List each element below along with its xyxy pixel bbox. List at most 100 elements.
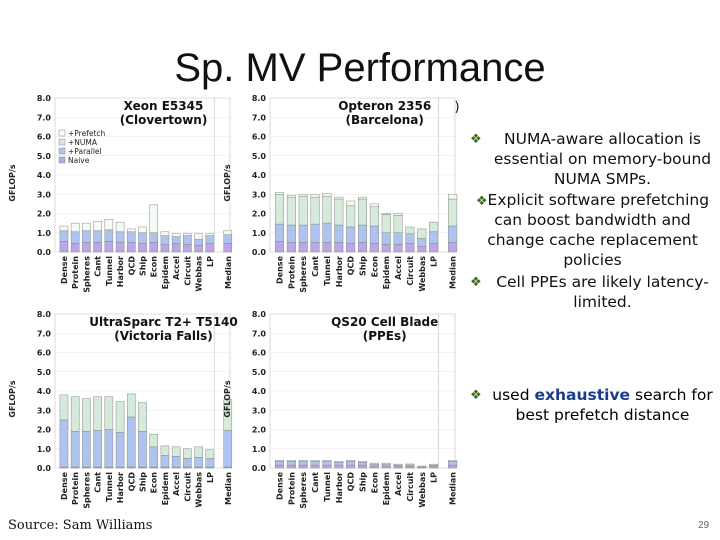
x-tick-label: Accel xyxy=(394,256,403,280)
bar-naive xyxy=(286,464,296,469)
bar-prefetch xyxy=(369,203,379,208)
y-tick-label: 3.0 xyxy=(252,406,267,415)
bar-naive xyxy=(417,245,427,253)
x-tick-label: Protein xyxy=(287,256,296,289)
bar-parallel xyxy=(417,238,427,247)
bar-naive xyxy=(171,243,181,253)
y-tick-label: 2.0 xyxy=(37,426,52,435)
y-tick-label: 2.0 xyxy=(252,426,267,435)
x-tick-label: Econ xyxy=(150,256,159,278)
chart-title: Opteron 2356 xyxy=(338,99,431,113)
legend-label: +NUMA xyxy=(68,138,98,147)
x-tick-label: Median xyxy=(449,256,458,289)
bullet-cell: ❖ Cell PPEs are likely latency-limited. xyxy=(470,273,715,313)
y-tick-label: 7.0 xyxy=(37,113,52,122)
y-tick-label: 4.0 xyxy=(252,171,267,180)
bar-naive xyxy=(298,464,308,469)
bar-prefetch xyxy=(346,460,356,462)
y-tick-label: 8.0 xyxy=(252,94,267,103)
bar-prefetch xyxy=(59,225,69,232)
bar-numa xyxy=(104,396,114,430)
y-tick-label: 0.0 xyxy=(37,248,52,257)
bar-parallel xyxy=(171,456,181,468)
bar-numa xyxy=(160,445,170,456)
bar-prefetch xyxy=(274,460,285,462)
y-tick-label: 8.0 xyxy=(37,94,52,103)
x-tick-label: Spheres xyxy=(299,472,308,509)
bar-parallel xyxy=(334,461,344,466)
y-tick-label: 7.0 xyxy=(252,113,267,122)
y-tick-label: 1.0 xyxy=(37,445,52,454)
x-tick-label: Circuit xyxy=(406,472,415,502)
y-tick-label: 6.0 xyxy=(37,349,52,358)
x-tick-label: Cant xyxy=(94,472,103,493)
bar-naive xyxy=(223,243,233,253)
y-tick-label: 1.0 xyxy=(252,445,267,454)
y-tick-label: 5.0 xyxy=(252,152,267,161)
y-tick-label: 6.0 xyxy=(252,349,267,358)
bullet-text: used exhaustive search for best prefetch… xyxy=(490,386,715,426)
x-tick-label: QCD xyxy=(347,256,356,276)
bar-prefetch xyxy=(149,204,159,234)
bar-parallel xyxy=(160,235,170,245)
y-tick-label: 3.0 xyxy=(252,190,267,199)
bar-prefetch xyxy=(126,228,136,233)
bar-numa xyxy=(171,446,181,457)
legend-label: Naive xyxy=(68,156,90,165)
bar-naive xyxy=(274,464,285,469)
y-tick-label: 1.0 xyxy=(252,229,267,238)
y-tick-label: 6.0 xyxy=(37,133,52,142)
bar-parallel xyxy=(286,224,296,243)
y-tick-label: 0.0 xyxy=(37,464,52,473)
bar-naive xyxy=(59,241,69,253)
bar-naive xyxy=(405,243,415,253)
x-tick-label: QCD xyxy=(127,256,136,276)
x-tick-label: Dense xyxy=(275,255,284,284)
bar-parallel xyxy=(104,429,114,468)
bar-naive xyxy=(448,464,458,469)
bar-numa xyxy=(126,393,136,418)
bullet-list: ❖ NUMA-aware allocation is essential on … xyxy=(470,130,715,314)
bar-prefetch xyxy=(274,192,285,195)
bar-parallel xyxy=(448,461,458,466)
bar-naive xyxy=(369,243,379,253)
bar-prefetch xyxy=(357,461,368,463)
x-tick-label: Webbas xyxy=(195,472,204,508)
bar-parallel xyxy=(310,461,320,466)
legend-swatch xyxy=(58,138,66,146)
x-tick-label: Ship xyxy=(139,472,148,492)
bar-parallel xyxy=(183,458,192,468)
bar-prefetch xyxy=(381,213,391,215)
bar-naive xyxy=(334,242,344,253)
y-axis-label: GFLOP/s xyxy=(8,164,17,201)
bar-parallel xyxy=(381,232,391,245)
y-tick-label: 2.0 xyxy=(252,210,267,219)
x-tick-label: Ship xyxy=(359,256,368,276)
x-tick-label: Harbor xyxy=(335,256,344,287)
bar-parallel xyxy=(126,231,136,243)
bar-parallel xyxy=(70,431,80,468)
bar-parallel xyxy=(115,231,125,243)
bar-numa xyxy=(205,449,215,459)
bar-prefetch xyxy=(346,200,356,207)
bar-prefetch xyxy=(298,194,308,197)
bar-numa xyxy=(448,198,458,227)
bar-parallel xyxy=(346,226,356,244)
x-tick-label: Ship xyxy=(139,256,148,276)
x-tick-label: Econ xyxy=(150,472,159,494)
bar-naive xyxy=(298,242,308,253)
bar-parallel xyxy=(194,457,203,468)
x-tick-label: Median xyxy=(449,472,458,505)
bar-parallel xyxy=(205,458,215,468)
bar-prefetch xyxy=(322,193,332,197)
bar-naive xyxy=(70,243,80,253)
bar-naive xyxy=(310,242,320,253)
bar-parallel xyxy=(138,431,147,468)
bar-numa xyxy=(93,396,102,431)
diamond-bullet-icon: ❖ xyxy=(470,132,482,147)
bar-numa xyxy=(310,196,320,225)
x-tick-label: Tunnel xyxy=(323,256,332,286)
bar-prefetch xyxy=(104,219,114,231)
x-tick-label: LP xyxy=(206,472,215,483)
bar-parallel xyxy=(104,229,114,242)
